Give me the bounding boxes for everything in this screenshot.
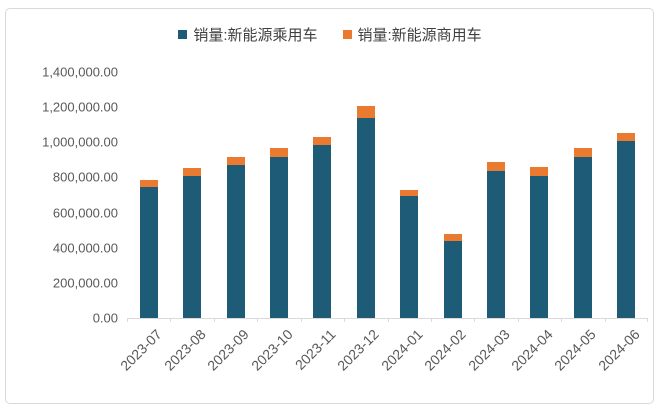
x-axis-tick — [127, 318, 128, 322]
y-axis-label: 800,000.00 — [52, 169, 118, 185]
y-axis-label: 200,000.00 — [52, 275, 118, 291]
bar-segment-passenger-2024-01 — [400, 196, 419, 318]
x-axis-label: 2024-06 — [594, 326, 643, 374]
bar-segment-commercial-2023-10 — [269, 148, 288, 158]
bar-2024-02 — [443, 234, 462, 318]
bar-segment-commercial-2024-04 — [530, 167, 549, 177]
x-axis-label: 2023-12 — [334, 326, 383, 374]
bar-segment-passenger-2023-11 — [313, 144, 332, 318]
x-axis-label: 2024-01 — [377, 326, 426, 374]
legend: 销量:新能源乘用车 销量:新能源商用车 — [0, 24, 660, 45]
bar-segment-passenger-2023-07 — [139, 186, 158, 318]
bar-segment-passenger-2023-12 — [356, 118, 375, 318]
x-axis-tick — [647, 318, 648, 322]
legend-label-passenger: 销量:新能源乘用车 — [193, 27, 318, 44]
x-axis-tick — [605, 318, 606, 322]
bar-segment-commercial-2023-08 — [183, 167, 202, 177]
bar-2024-04 — [530, 167, 549, 318]
x-axis-label: 2023-09 — [204, 326, 252, 374]
y-axis-label: 1,400,000.00 — [42, 64, 118, 80]
legend-item-commercial: 销量:新能源商用车 — [342, 24, 482, 45]
bar-segment-commercial-2024-06 — [617, 132, 636, 142]
x-axis-label: 2024-02 — [421, 326, 469, 374]
x-axis-labels: 2023-07 2023-08 2023-09 2023-10 2023-11 2023-… — [117, 319, 648, 404]
bar-2024-06 — [617, 132, 636, 318]
plot-area — [127, 72, 648, 322]
bar-2023-07 — [139, 180, 158, 318]
bar-segment-commercial-2024-02 — [443, 234, 462, 241]
x-axis-label: 2023-08 — [160, 326, 209, 374]
bar-2023-11 — [313, 136, 332, 318]
y-axis-labels: 0.00 200,000.00 400,000.00 600,000.00 800,00… — [0, 65, 118, 326]
bar-2024-03 — [487, 162, 506, 318]
legend-swatch-commercial-icon — [342, 30, 352, 39]
bar-2023-10 — [269, 148, 288, 318]
y-axis-label: 400,000.00 — [52, 240, 118, 256]
x-axis-label: 2023-10 — [247, 326, 296, 374]
bar-segment-passenger-2024-05 — [573, 157, 592, 318]
bar-2023-08 — [183, 167, 202, 318]
bar-segment-passenger-2023-10 — [269, 157, 288, 318]
x-axis-label: 2024-04 — [508, 326, 556, 374]
bar-2024-01 — [400, 189, 419, 318]
bar-segment-commercial-2023-11 — [313, 136, 332, 145]
legend-label-commercial: 销量:新能源商用车 — [357, 27, 482, 44]
y-axis-label: 600,000.00 — [52, 205, 118, 221]
bar-segment-commercial-2023-07 — [139, 180, 158, 187]
x-axis-tick — [214, 318, 215, 322]
bar-2023-12 — [356, 106, 375, 318]
x-axis-tick — [170, 318, 171, 322]
x-axis-label: 2023-11 — [291, 326, 339, 373]
x-axis-tick — [431, 318, 432, 322]
y-axis-label: 0.00 — [92, 310, 118, 326]
x-axis-tick — [474, 318, 475, 322]
x-axis-tick — [388, 318, 389, 322]
x-axis-label: 2024-03 — [464, 326, 513, 374]
x-axis-tick — [344, 318, 345, 322]
bar-segment-passenger-2024-02 — [443, 240, 462, 318]
y-axis-label: 1,000,000.00 — [42, 134, 118, 150]
bar-segment-passenger-2024-06 — [617, 141, 636, 318]
bar-segment-commercial-2023-12 — [356, 106, 375, 119]
bar-segment-commercial-2024-03 — [487, 162, 506, 172]
bar-segment-commercial-2024-05 — [573, 148, 592, 158]
x-axis-tick — [257, 318, 258, 322]
bar-2023-09 — [226, 157, 245, 318]
legend-item-passenger: 销量:新能源乘用车 — [178, 24, 318, 45]
bar-segment-commercial-2024-01 — [400, 189, 419, 197]
x-axis-label: 2023-07 — [117, 326, 166, 374]
bar-segment-passenger-2024-04 — [530, 176, 549, 318]
legend-swatch-passenger-icon — [178, 30, 188, 39]
x-axis-tick — [301, 318, 302, 322]
bar-segment-passenger-2024-03 — [487, 171, 506, 318]
x-axis-tick — [561, 318, 562, 322]
y-axis-label: 1,200,000.00 — [42, 99, 118, 115]
bar-segment-commercial-2023-09 — [226, 157, 245, 166]
x-axis-tick — [518, 318, 519, 322]
bar-2024-05 — [573, 148, 592, 318]
bar-segment-passenger-2023-09 — [226, 165, 245, 318]
bar-segment-passenger-2023-08 — [183, 176, 202, 318]
x-axis-label: 2024-05 — [551, 326, 600, 374]
